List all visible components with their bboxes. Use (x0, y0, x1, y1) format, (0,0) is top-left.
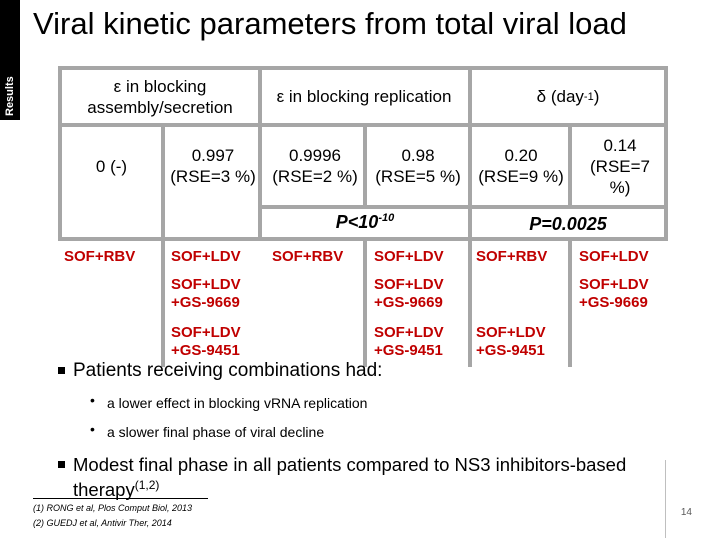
table-vline (468, 66, 472, 241)
reference-divider (33, 498, 208, 499)
regimen-line: +GS-9669 (171, 294, 240, 311)
table-vline (258, 66, 262, 241)
header-assembly: ε in blocking assembly/secretion (87, 76, 233, 117)
table-hline (58, 237, 668, 241)
bullet-square-icon (58, 367, 65, 374)
sub-bullet-replication: a lower effect in blocking vRNA replicat… (107, 395, 368, 411)
page-number: 14 (680, 507, 692, 518)
regimen-line: +GS-9669 (579, 294, 648, 311)
regimen-line: SOF+LDV (171, 324, 241, 341)
regimen-delta-b1: SOF+LDV (579, 248, 649, 265)
header-delta-suffix: ) (593, 87, 600, 106)
pvalue-delta: P=0.0025 (529, 214, 607, 234)
value-replication-b: 0.98 (RSE=5 %) (375, 146, 461, 186)
bullet-square-icon (58, 461, 65, 468)
reference-1: (1) RONG et al, Plos Comput Biol, 2013 (33, 503, 193, 513)
regimen-vline (568, 241, 572, 367)
regimen-vline (363, 241, 367, 367)
regimen-vline (468, 241, 472, 367)
header-delta-prefix: δ (day (536, 87, 584, 106)
table-vline (664, 66, 668, 241)
pvalue-replication-prefix: P<10 (335, 212, 379, 232)
header-delta: δ (day -1) (536, 87, 600, 106)
table-hline (58, 66, 668, 70)
value-delta-b: 0.14 (RSE=7 %) (590, 135, 650, 197)
bullet-modest-line2: therapy(1,2) (73, 478, 159, 501)
sidebar-label: Results (4, 76, 16, 116)
sub-bullet-decline: a slower final phase of viral decline (107, 424, 325, 440)
regimen-delta-a1: SOF+RBV (476, 248, 548, 265)
value-delta-a: 0.20 (RSE=9 %) (478, 146, 564, 186)
regimen-replication-b1: SOF+LDV (374, 248, 444, 265)
reference-2: (2) GUEDJ et al, Antivir Ther, 2014 (33, 518, 172, 528)
bullet-modest-line1: Modest final phase in all patients compa… (73, 454, 627, 475)
regimen-line: +GS-9451 (171, 342, 240, 359)
regimen-line: +GS-9451 (374, 342, 443, 359)
regimen-line: SOF+LDV (476, 324, 546, 341)
regimen-assembly-b1: SOF+LDV (171, 248, 241, 265)
value-assembly-a: 0 (-) (95, 156, 128, 176)
sub-bullet-dot-icon: • (90, 421, 95, 437)
table-hline (258, 205, 668, 209)
regimen-replication-b3: SOF+LDV +GS-9451 (374, 324, 444, 360)
bullet-modest-sup: (1,2) (134, 478, 160, 492)
regimen-replication-a: SOF+RBV (272, 248, 344, 265)
table-vline (568, 123, 572, 209)
sidebar-bar (0, 0, 20, 120)
regimen-line: SOF+LDV (374, 276, 444, 293)
regimen-delta-a2: SOF+LDV +GS-9451 (476, 324, 546, 360)
regimen-assembly-a: SOF+RBV (64, 248, 136, 265)
regimen-line: SOF+LDV (579, 276, 649, 293)
sub-bullet-dot-icon: • (90, 392, 95, 408)
bullet-modest-therapy: therapy (73, 479, 135, 501)
regimen-assembly-b2: SOF+LDV +GS-9669 (171, 276, 241, 312)
regimen-line: SOF+LDV (171, 276, 241, 293)
regimen-line: +GS-9451 (476, 342, 545, 359)
header-replication: ε in blocking replication (276, 87, 452, 106)
bullet-combinations: Patients receiving combinations had: (73, 360, 383, 381)
regimen-line: SOF+LDV (374, 324, 444, 341)
table-vline (363, 123, 367, 209)
regimen-delta-b2: SOF+LDV +GS-9669 (579, 276, 649, 312)
regimen-assembly-b3: SOF+LDV +GS-9451 (171, 324, 241, 360)
regimen-replication-b2: SOF+LDV +GS-9669 (374, 276, 444, 312)
pvalue-replication-sup: -10 (378, 212, 395, 224)
value-replication-a: 0.9996 (RSE=2 %) (272, 146, 358, 186)
table-vline (161, 123, 165, 241)
regimen-vline (161, 241, 165, 367)
table-vline (58, 66, 62, 241)
page-divider (665, 460, 666, 538)
page-title: Viral kinetic parameters from total vira… (33, 6, 627, 41)
regimen-line: +GS-9669 (374, 294, 443, 311)
pvalue-replication: P<10-10 (262, 212, 468, 233)
value-assembly-b: 0.997 (RSE=3 %) (170, 146, 256, 186)
